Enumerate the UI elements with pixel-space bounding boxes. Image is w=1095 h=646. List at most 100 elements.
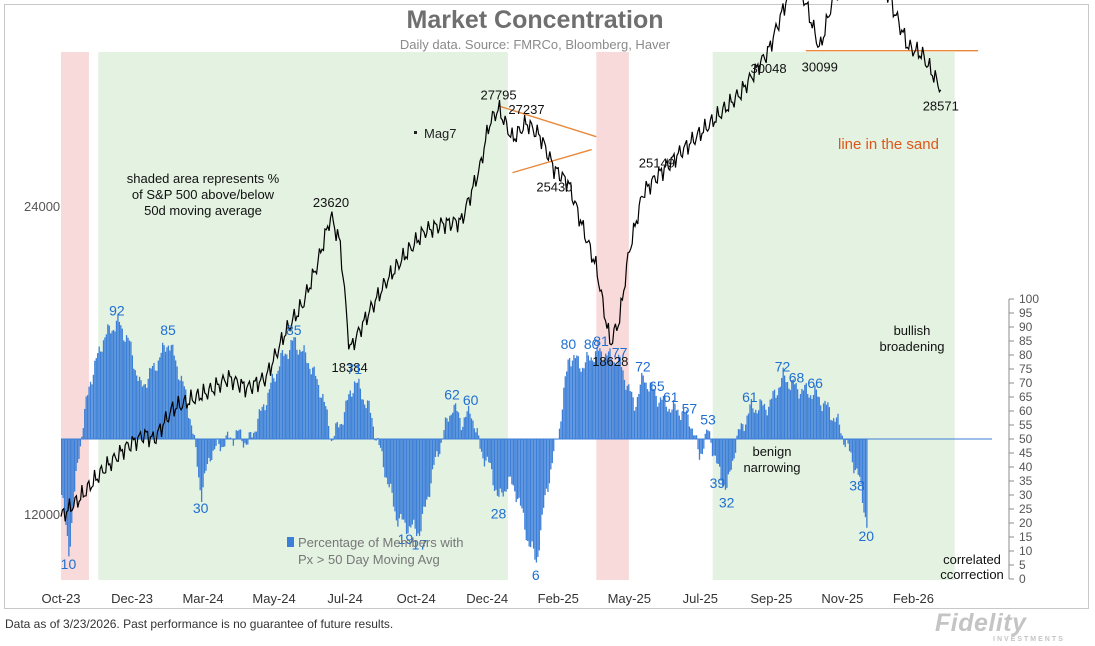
breadth-bar [506, 439, 509, 490]
breadth-bar [720, 439, 722, 481]
breadth-bar [434, 439, 437, 457]
right-axis-tick-label: 70 [1019, 376, 1033, 390]
breadth-bar [381, 439, 383, 452]
breadth-bar [449, 415, 451, 439]
mag7-marker [414, 131, 417, 134]
breadth-bar [677, 409, 679, 439]
breadth-bar [579, 368, 581, 439]
breadth-bar [545, 439, 548, 489]
breadth-bar [775, 397, 777, 439]
breadth-bar [322, 393, 324, 439]
breadth-bar [561, 409, 564, 439]
breadth-bar [719, 439, 721, 467]
breadth-bar [792, 379, 794, 439]
breadth-bar [615, 366, 617, 439]
breadth-bar [114, 331, 116, 439]
breadth-bar [255, 431, 258, 439]
breadth-bar [405, 439, 408, 535]
breadth-bar [664, 395, 666, 439]
breadth-bar [72, 439, 74, 508]
breadth-bar [128, 340, 131, 439]
breadth-bar [108, 325, 110, 439]
breadth-bar [752, 408, 754, 439]
bullish-broadening-line: broadening [879, 339, 944, 354]
breadth-bar [768, 406, 770, 439]
breadth-bar [421, 439, 424, 514]
breadth-bar [723, 439, 725, 485]
breadth-bar [824, 400, 826, 439]
breadth-bar [853, 439, 855, 474]
breadth-bar [120, 325, 122, 439]
breadth-bar [594, 351, 597, 439]
breadth-bar [400, 439, 402, 514]
breadth-bar [632, 397, 634, 439]
breadth-bar [388, 439, 390, 488]
breadth-bar [415, 439, 418, 537]
breadth-bar [289, 350, 291, 439]
breadth-bar [371, 417, 373, 439]
breadth-bar [138, 376, 141, 439]
breadth-bar [753, 412, 755, 439]
breadth-bar [280, 352, 282, 439]
breadth-bar [623, 379, 626, 439]
breadth-bar [134, 370, 136, 439]
breadth-bar [359, 388, 362, 439]
breadth-data-label: 85 [160, 322, 176, 338]
breadth-data-label: 53 [700, 412, 716, 428]
breadth-bar [531, 439, 533, 542]
mag7-data-label: 27795 [480, 88, 516, 103]
breadth-bar [283, 355, 285, 439]
breadth-bar [698, 439, 701, 460]
breadth-bar [654, 389, 656, 439]
breadth-bar [372, 426, 374, 439]
breadth-bar [707, 430, 709, 439]
breadth-bar [563, 387, 565, 439]
breadth-bar [515, 439, 517, 503]
breadth-bar [297, 354, 299, 439]
breadth-data-label: 30 [193, 500, 209, 516]
breadth-bar [544, 439, 546, 496]
breadth-bar [420, 439, 422, 532]
breadth-bar [180, 375, 183, 439]
breadth-bar [85, 396, 87, 439]
x-tick-label: Dec-23 [111, 591, 153, 606]
breadth-bar [493, 439, 496, 492]
breadth-bar [209, 439, 211, 462]
breadth-bar [291, 340, 294, 439]
breadth-bar [560, 421, 562, 439]
breadth-bar [827, 402, 829, 439]
breadth-data-label: 85 [286, 322, 302, 338]
breadth-bar [88, 386, 90, 439]
breadth-bar [268, 389, 271, 439]
breadth-bar [721, 439, 724, 486]
breadth-bar [257, 418, 259, 439]
breadth-bar [835, 417, 838, 439]
breadth-bar [815, 389, 818, 439]
breadth-bar [293, 337, 295, 439]
breadth-bar [788, 388, 790, 439]
breadth-bar [655, 395, 657, 439]
breadth-bar [339, 424, 341, 439]
breadth-bar [625, 389, 627, 439]
breadth-bar [687, 414, 689, 439]
breadth-bar [460, 430, 463, 439]
breadth-bar [290, 340, 292, 439]
breadth-bar [581, 367, 584, 439]
breadth-bar [394, 439, 396, 512]
breadth-bar [861, 439, 864, 503]
breadth-bar [714, 439, 717, 456]
breadth-bar [834, 421, 836, 439]
breadth-bar [104, 337, 106, 439]
breadth-bar [822, 403, 825, 439]
breadth-data-label: 62 [444, 386, 460, 402]
breadth-bar [740, 423, 742, 439]
breadth-bar [799, 393, 802, 439]
breadth-bar [851, 439, 854, 463]
breadth-bar [81, 436, 83, 439]
breadth-bar [431, 439, 434, 470]
breadth-bar [369, 412, 372, 439]
breadth-bar [351, 396, 353, 439]
right-axis-tick-label: 45 [1019, 446, 1033, 460]
breadth-bar [239, 429, 242, 439]
breadth-bar [444, 417, 447, 439]
